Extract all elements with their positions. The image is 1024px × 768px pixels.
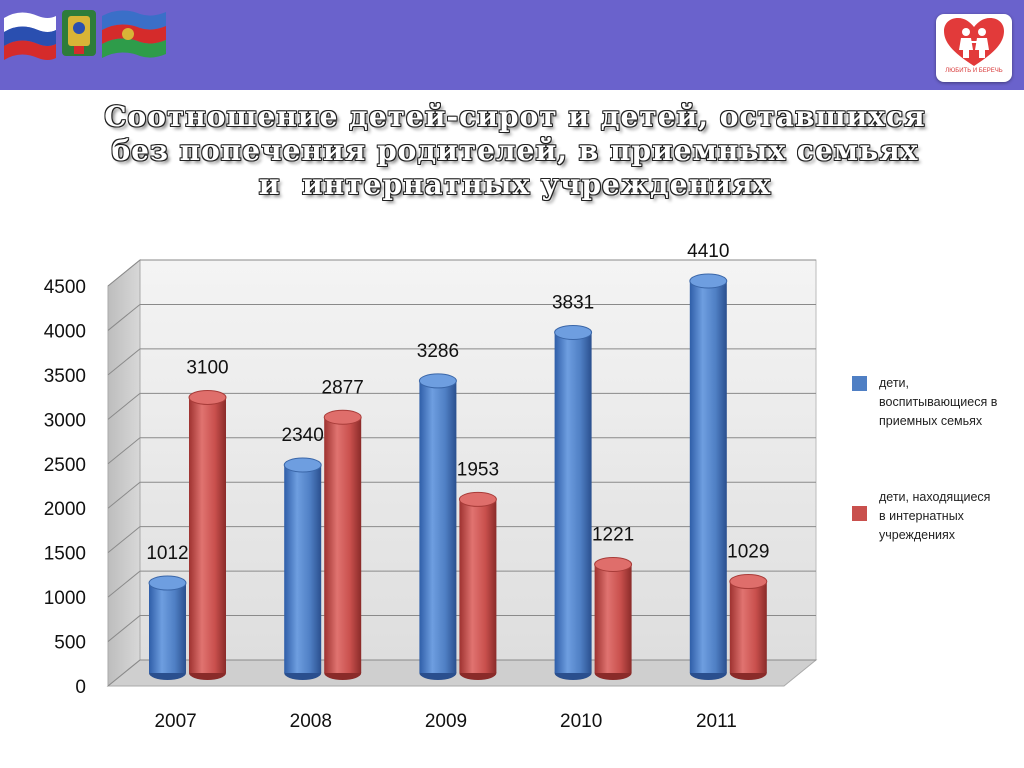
legend-swatch-blue <box>852 376 867 391</box>
bar <box>689 273 728 680</box>
x-tick-label: 2008 <box>290 711 332 732</box>
bar-top <box>418 373 457 389</box>
gridline <box>107 303 816 331</box>
y-tick-label: 3000 <box>44 410 86 431</box>
bar <box>283 457 322 680</box>
y-tick-label: 4500 <box>44 277 86 298</box>
x-tick-label: 2010 <box>560 711 602 732</box>
bar-body <box>284 465 322 673</box>
bar <box>554 324 593 680</box>
bar-top <box>283 457 322 473</box>
bar-top <box>729 574 768 590</box>
y-tick-label: 2000 <box>44 499 86 520</box>
bar-body <box>149 583 186 673</box>
bar-top <box>458 491 497 507</box>
legend-label: дети, находящиеся в интернатных учрежден… <box>879 490 991 542</box>
bar <box>458 491 497 680</box>
y-tick-label: 3500 <box>44 366 86 387</box>
gridline <box>107 259 816 287</box>
bar-top <box>148 575 187 591</box>
data-label: 2340 <box>282 425 324 446</box>
data-label: 1029 <box>727 542 769 563</box>
x-tick-label: 2011 <box>696 711 737 732</box>
bar-top <box>188 389 227 405</box>
y-tick-label: 1000 <box>44 588 86 609</box>
bar <box>594 556 633 680</box>
bar-body <box>689 281 727 673</box>
bar-body <box>459 499 497 673</box>
bar-top <box>323 409 362 425</box>
bar-top <box>594 556 633 572</box>
bar-body <box>554 332 592 673</box>
data-label: 1012 <box>146 543 188 564</box>
bar <box>323 409 362 680</box>
chart-side-wall <box>107 258 141 688</box>
y-tick-label: 2500 <box>44 455 86 476</box>
bar-body <box>594 564 632 673</box>
title-line: и интернатных учреждениях <box>258 168 772 201</box>
bar <box>148 575 187 680</box>
bar-body <box>324 417 362 673</box>
heart-children-logo: ЛЮБИТЬ И БЕРЕЧЬ <box>936 14 1012 82</box>
title-line: без попечения родителей, в приемных семь… <box>111 134 919 167</box>
data-label: 1221 <box>592 524 634 545</box>
bar <box>729 574 768 680</box>
legend-label: дети, воспитывающиеся в приемных семьях <box>879 376 998 428</box>
y-tick-label: 500 <box>54 633 86 654</box>
data-label: 4410 <box>687 241 729 262</box>
bar-top <box>554 324 593 340</box>
legend-swatch-red <box>852 506 867 521</box>
heart-children-logo-icon <box>944 18 1004 66</box>
data-label: 2877 <box>322 377 364 398</box>
bar <box>188 389 227 680</box>
bar <box>418 373 457 680</box>
bar-chart: 0 500 1000 1500 2000 2500 3000 3500 4000 4500 2007… <box>44 241 818 732</box>
x-tick-label: 2007 <box>154 711 196 732</box>
flags-of-russia-and-krasnodar-icon <box>4 10 166 60</box>
data-label: 3286 <box>417 341 459 362</box>
data-label: 3831 <box>552 292 594 313</box>
header-banner: ЛЮБИТЬ И БЕРЕЧЬ <box>0 0 1024 90</box>
y-tick-label: 1500 <box>44 544 86 565</box>
data-label: 3100 <box>186 357 228 378</box>
y-tick-label: 4000 <box>44 321 86 342</box>
logo-caption: ЛЮБИТЬ И БЕРЕЧЬ <box>945 68 1003 74</box>
x-tick-label: 2009 <box>425 711 467 732</box>
bar-body <box>729 581 767 673</box>
title-line: Соотношение детей-сирот и детей, оставши… <box>104 100 926 133</box>
bar-top <box>689 273 728 289</box>
data-label: 1953 <box>457 459 499 480</box>
page-title: Соотношение детей-сирот и детей, оставши… <box>40 100 990 202</box>
bar-body <box>419 380 457 673</box>
bar-body <box>189 397 226 673</box>
y-tick-label: 0 <box>75 677 86 698</box>
